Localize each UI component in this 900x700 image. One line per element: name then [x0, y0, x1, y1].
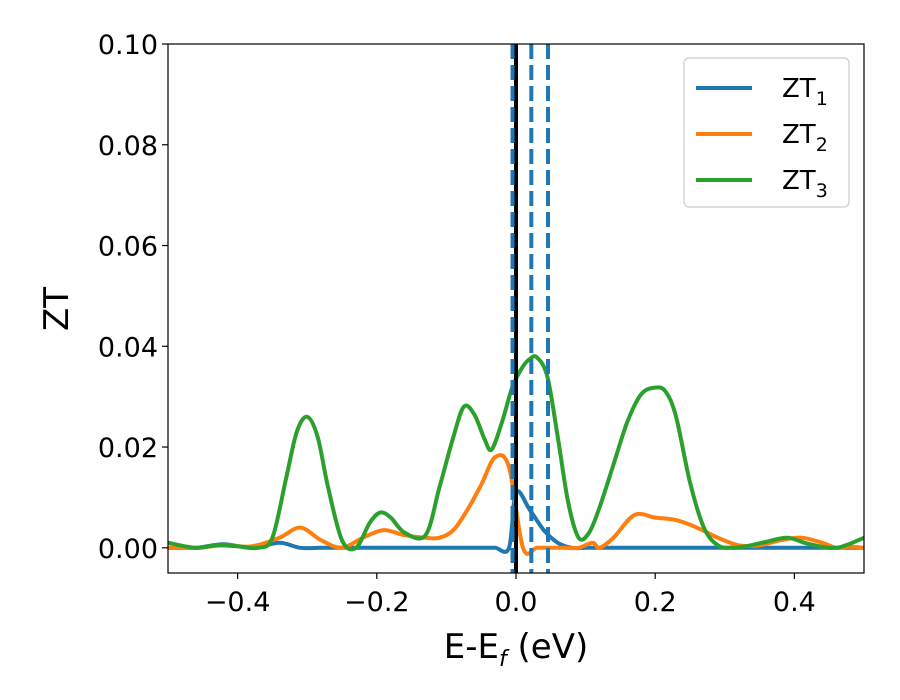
x-tick-label: −0.4: [205, 587, 271, 618]
y-tick-label: 0.10: [98, 30, 158, 61]
x-axis-title-main: E-E: [444, 627, 499, 667]
y-tick-label: 0.08: [98, 131, 158, 162]
y-tick-label: 0.02: [98, 433, 158, 464]
legend-label-2: ZT2: [782, 120, 828, 156]
x-axis-title-unit: (eV): [507, 627, 589, 667]
y-axis-title: ZT: [37, 287, 77, 331]
axes: −0.4 −0.2 0.0 0.2 0.4 0.00 0.02 0.04 0.06 0.08 0.1…: [98, 30, 865, 618]
x-tick-label: 0.0: [495, 587, 538, 618]
legend-label-1: ZT1: [782, 74, 828, 110]
legend-label-3: ZT3: [782, 166, 828, 202]
legend: ZT1 ZT2 ZT3: [683, 57, 850, 208]
legend-box: [683, 57, 850, 208]
x-axis-title-subscript: f: [499, 647, 510, 672]
plot-area: [168, 44, 864, 573]
x-tick-label: 0.2: [634, 587, 677, 618]
x-axis-title: E-Ef (eV): [444, 627, 589, 672]
y-tick-label: 0.06: [98, 232, 158, 263]
x-tick-label: −0.2: [344, 587, 410, 618]
x-tick-label: 0.4: [773, 587, 816, 618]
y-tick-label: 0.00: [98, 534, 158, 565]
y-tick-label: 0.04: [98, 332, 158, 363]
